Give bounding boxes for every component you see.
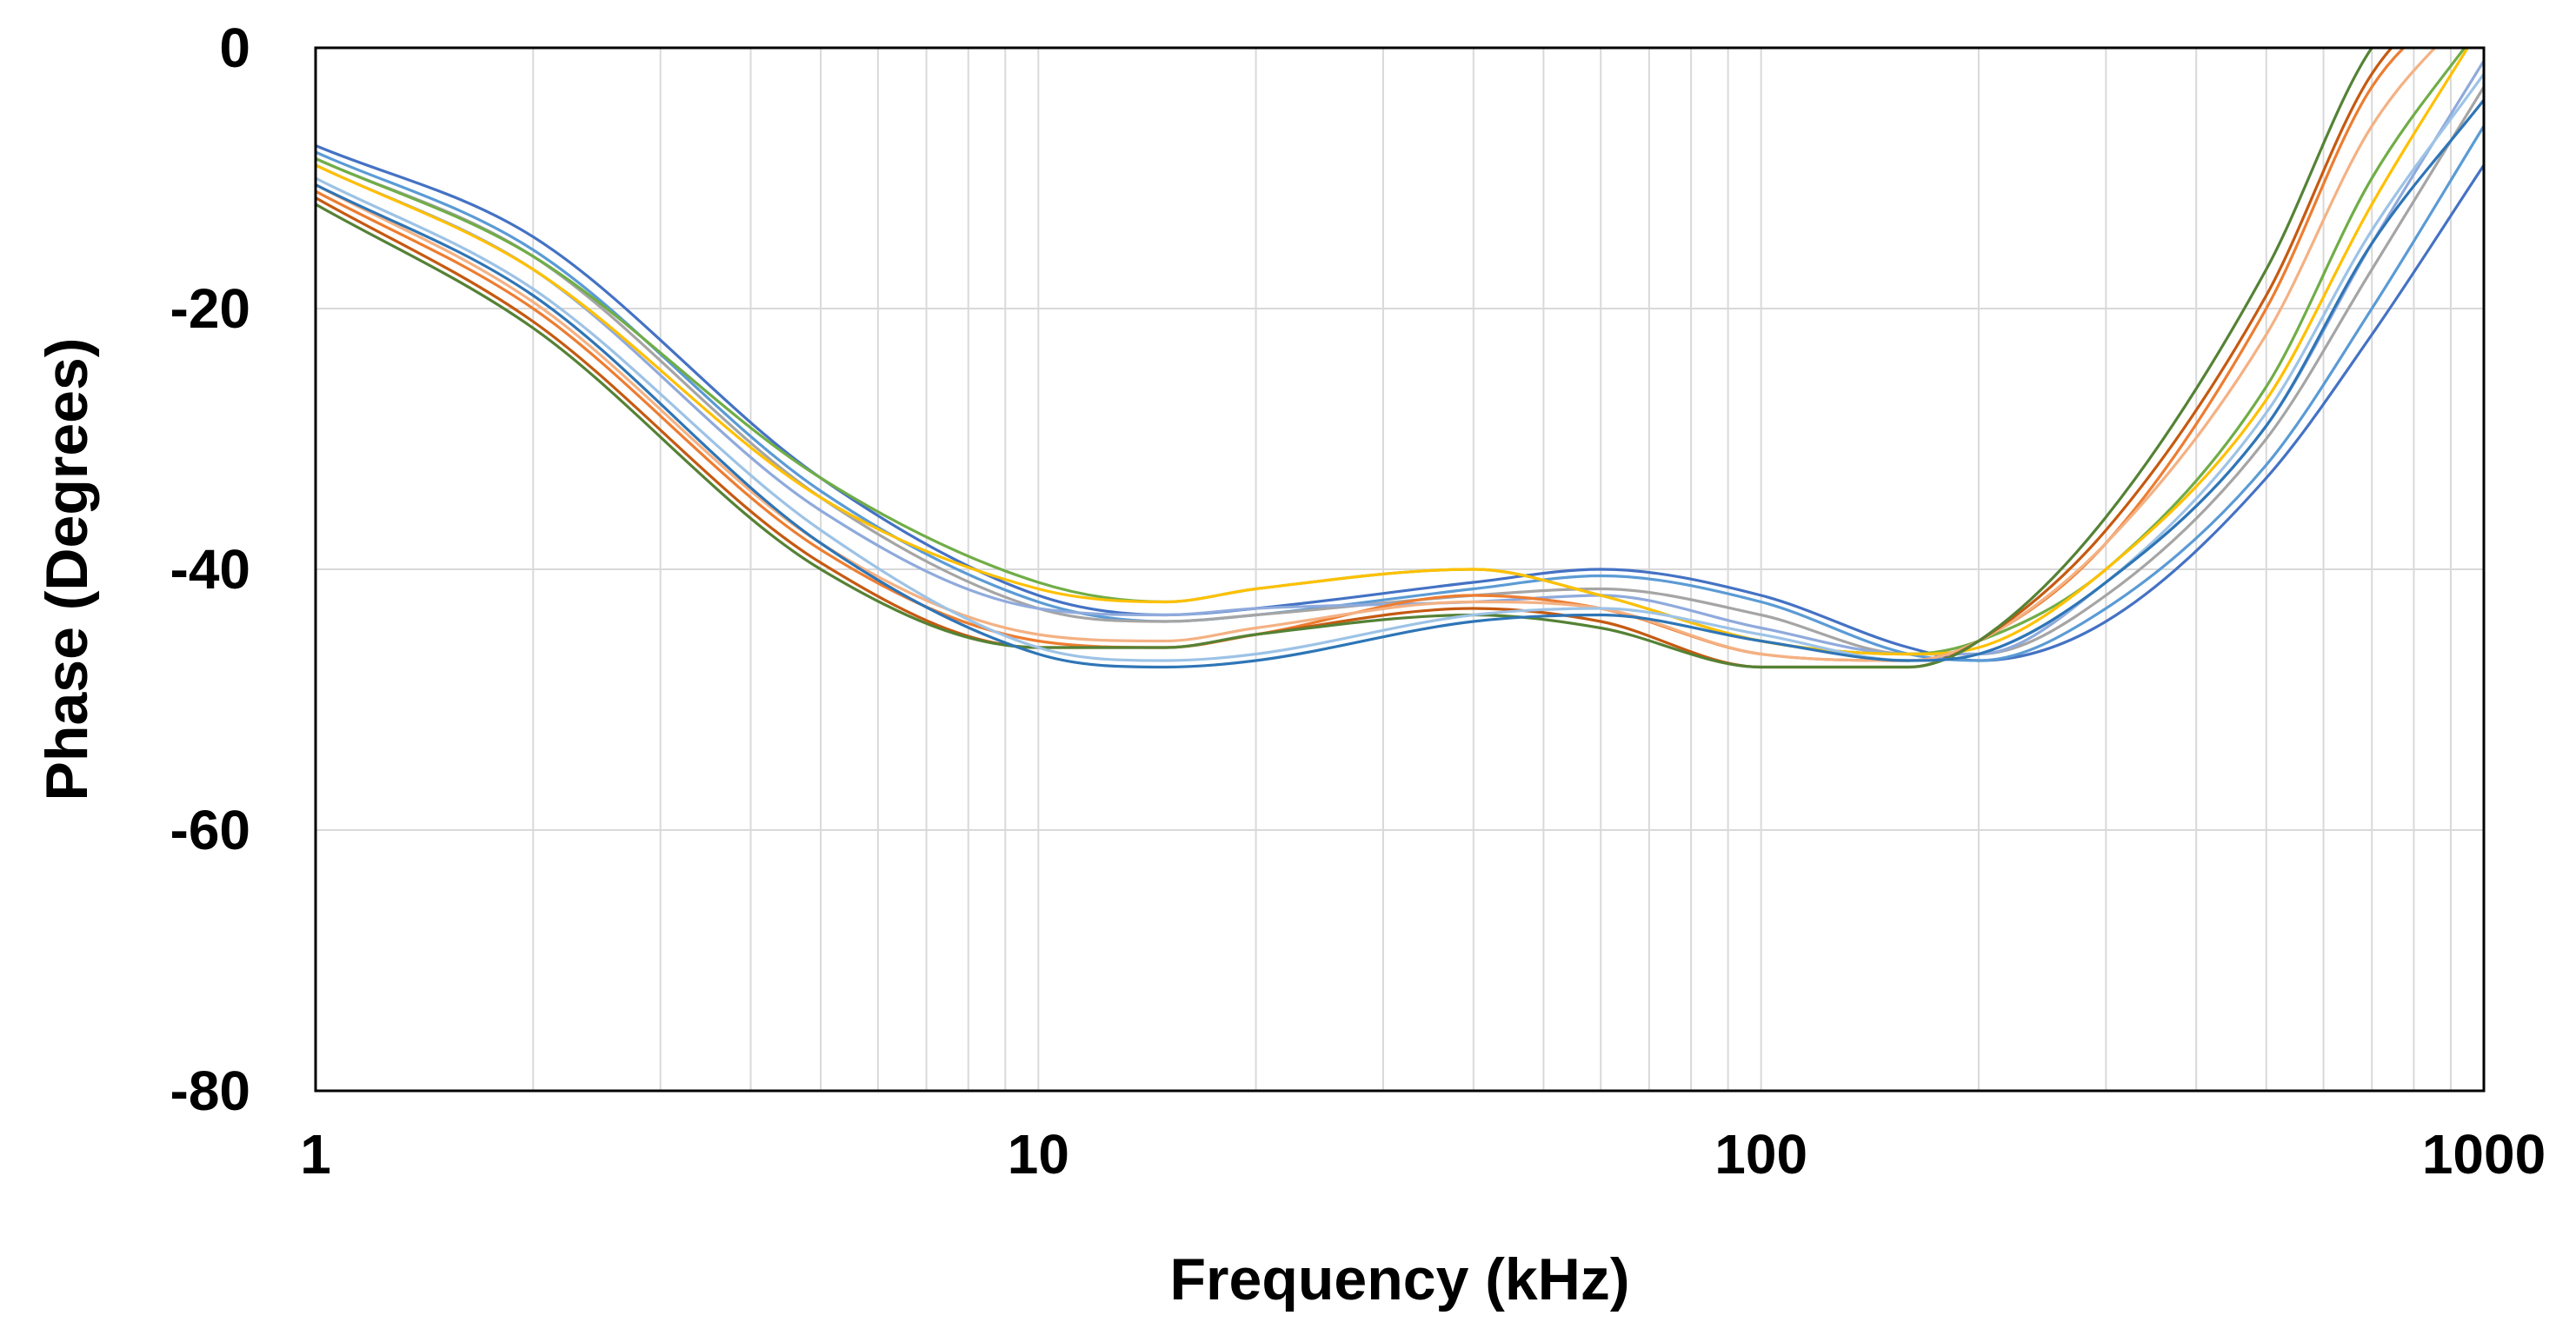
series-group	[316, 48, 2484, 669]
series-12-line	[316, 99, 2484, 669]
series-5-line	[316, 48, 2466, 656]
x-tick-label: 100	[1714, 1123, 1807, 1186]
tick-labels: 1 10 100 1000 0 -20 -40 -60 -80	[170, 17, 2546, 1186]
x-tick-label: 1	[300, 1123, 331, 1186]
series-11-line	[316, 73, 2484, 662]
series-1-line	[316, 144, 2484, 662]
series-8-line	[316, 48, 2437, 662]
series-6-line	[316, 48, 2470, 656]
y-tick-label: 0	[219, 17, 250, 79]
x-axis-title: Frequency (kHz)	[1170, 1246, 1630, 1312]
series-10-line	[316, 48, 2374, 669]
series-2-line	[316, 125, 2484, 662]
series-9-line	[316, 48, 2393, 669]
y-tick-label: -20	[170, 277, 251, 340]
y-tick-label: -80	[170, 1060, 251, 1122]
x-tick-label: 1000	[2422, 1123, 2546, 1186]
x-tick-label: 10	[1008, 1123, 1069, 1186]
y-tick-label: -60	[170, 799, 251, 861]
series-4-line	[316, 60, 2484, 656]
plot-area-frame	[314, 46, 2486, 1093]
y-axis-title: Phase (Degrees)	[34, 338, 100, 801]
y-tick-label: -40	[170, 538, 251, 601]
series-7-line	[316, 48, 2406, 662]
